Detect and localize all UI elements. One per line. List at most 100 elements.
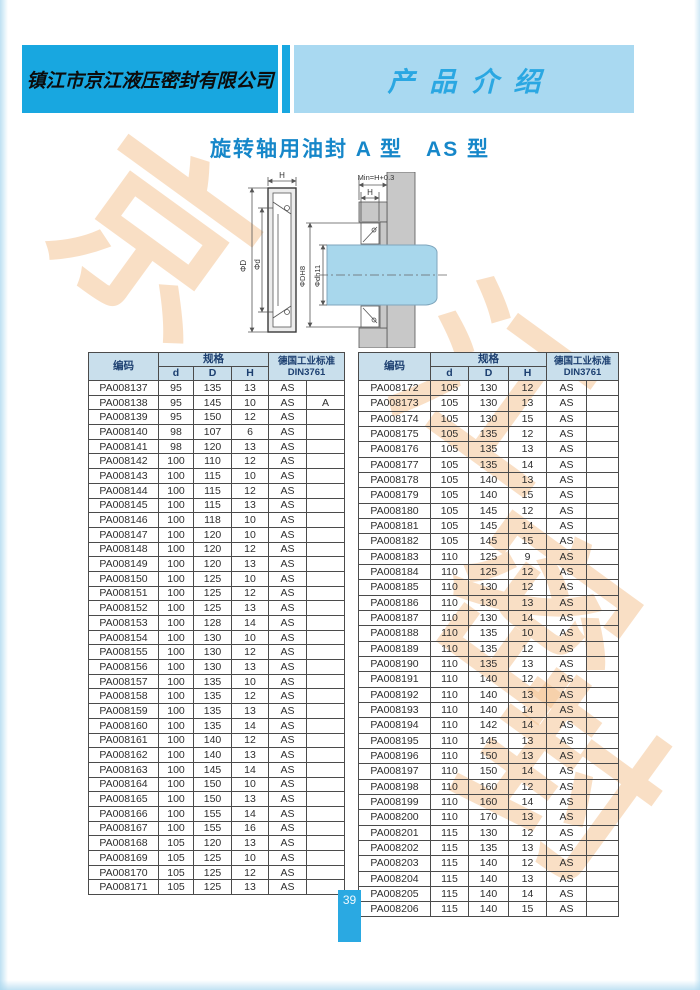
cell-H: 10	[507, 625, 548, 642]
cell-din: AS	[546, 471, 588, 489]
cell-D: 140	[468, 671, 509, 688]
cell-note	[586, 594, 620, 611]
table-row: PA008185 110 130 12 AS	[358, 579, 620, 596]
cell-D: 130	[468, 824, 509, 841]
table-row: PA008156 100 130 13 AS	[88, 659, 346, 675]
cell-D: 135	[193, 380, 232, 396]
cell-D: 130	[468, 609, 509, 627]
cell-din: AS	[546, 671, 588, 688]
cell-D: 145	[468, 502, 509, 519]
cell-code: PA008205	[358, 885, 431, 903]
cell-H: 14	[230, 805, 270, 822]
cell-H: 14	[230, 717, 270, 734]
cell-note	[586, 456, 620, 473]
cell-D: 130	[468, 594, 509, 611]
cell-din: AS	[268, 541, 308, 558]
cell-d: 100	[158, 659, 194, 675]
cell-din: AS	[268, 747, 308, 763]
cell-d: 100	[158, 761, 194, 778]
table-row: PA008165 100 150 13 AS	[88, 791, 346, 807]
cell-D: 140	[193, 747, 232, 763]
cell-code: PA008179	[358, 487, 431, 504]
cell-D: 120	[193, 835, 232, 851]
cell-din: AS	[546, 870, 588, 887]
cell-H: 14	[230, 761, 270, 778]
cell-H: 12	[230, 585, 270, 602]
cell-code: PA008162	[88, 747, 159, 763]
cell-din: AS	[546, 395, 588, 412]
cell-note	[306, 761, 346, 778]
cell-H: 15	[507, 533, 548, 550]
cell-H: 10	[230, 394, 270, 411]
table-row: PA008148 100 120 12 AS	[88, 541, 346, 558]
table-row: PA008196 110 150 13 AS	[358, 747, 620, 765]
cell-D: 140	[468, 487, 509, 504]
table-row: PA008206 115 140 15 AS	[358, 901, 620, 918]
table-row: PA008157 100 135 10 AS	[88, 673, 346, 690]
cell-H: 12	[507, 778, 548, 795]
cell-din: AS	[268, 585, 308, 602]
cell-code: PA008193	[358, 701, 431, 719]
cell-note	[306, 805, 346, 822]
cell-din: AS	[268, 512, 308, 528]
cell-note	[586, 901, 620, 918]
cell-D: 120	[193, 526, 232, 543]
cell-code: PA008203	[358, 855, 431, 872]
cell-d: 105	[430, 456, 469, 473]
cell-D: 140	[468, 686, 509, 703]
cell-d: 110	[430, 640, 469, 657]
cell-d: 100	[158, 791, 194, 807]
cell-din: AS	[268, 688, 308, 705]
cell-d: 110	[430, 701, 469, 719]
cell-d: 110	[430, 686, 469, 703]
cell-D: 145	[193, 394, 232, 411]
cell-note	[306, 482, 346, 499]
cell-code: PA008181	[358, 517, 431, 535]
cell-code: PA008184	[358, 563, 431, 581]
table-row: PA008205 115 140 14 AS	[358, 885, 620, 903]
cell-H: 13	[507, 441, 548, 458]
table-row: PA008149 100 120 13 AS	[88, 556, 346, 572]
table-row: PA008154 100 130 10 AS	[88, 629, 346, 646]
cell-din: AS	[546, 625, 588, 642]
cell-note	[586, 487, 620, 504]
table-row: PA008188 110 135 10 AS	[358, 625, 620, 642]
cell-code: PA008160	[88, 717, 159, 734]
cell-H: 13	[507, 471, 548, 489]
cell-H: 12	[230, 864, 270, 881]
cell-din: AS	[546, 410, 588, 427]
cell-code: PA008200	[358, 809, 431, 826]
cell-d: 95	[158, 409, 194, 426]
cell-code: PA008198	[358, 778, 431, 795]
cell-H: 14	[507, 517, 548, 535]
cell-d: 100	[158, 805, 194, 822]
cell-din: AS	[546, 855, 588, 872]
cell-d: 110	[430, 609, 469, 627]
table-row: PA008203 115 140 12 AS	[358, 855, 620, 872]
din-number-label: DIN3761	[563, 366, 602, 378]
cell-d: 98	[158, 424, 194, 440]
table-row: PA008198 110 160 12 AS	[358, 778, 620, 795]
cell-din: AS	[546, 901, 588, 918]
cell-code: PA008189	[358, 640, 431, 657]
cell-d: 115	[430, 870, 469, 887]
table-row: PA008172 105 130 12 AS	[358, 379, 620, 397]
cell-D: 125	[193, 600, 232, 616]
cell-H: 10	[230, 850, 270, 866]
cell-d: 100	[158, 556, 194, 572]
cell-D: 115	[193, 482, 232, 499]
cell-d: 100	[158, 673, 194, 690]
cell-note: A	[306, 394, 346, 411]
cell-code: PA008206	[358, 901, 431, 918]
cell-d: 110	[430, 717, 469, 734]
cell-d: 100	[158, 732, 194, 749]
cell-code: PA008190	[358, 655, 431, 673]
cell-D: 125	[193, 850, 232, 866]
cell-D: 135	[468, 655, 509, 673]
cell-H: 12	[230, 482, 270, 499]
cell-note	[586, 471, 620, 489]
cell-code: PA008191	[358, 671, 431, 688]
cell-note	[306, 776, 346, 793]
cell-code: PA008140	[88, 424, 159, 440]
cell-note	[306, 850, 346, 866]
